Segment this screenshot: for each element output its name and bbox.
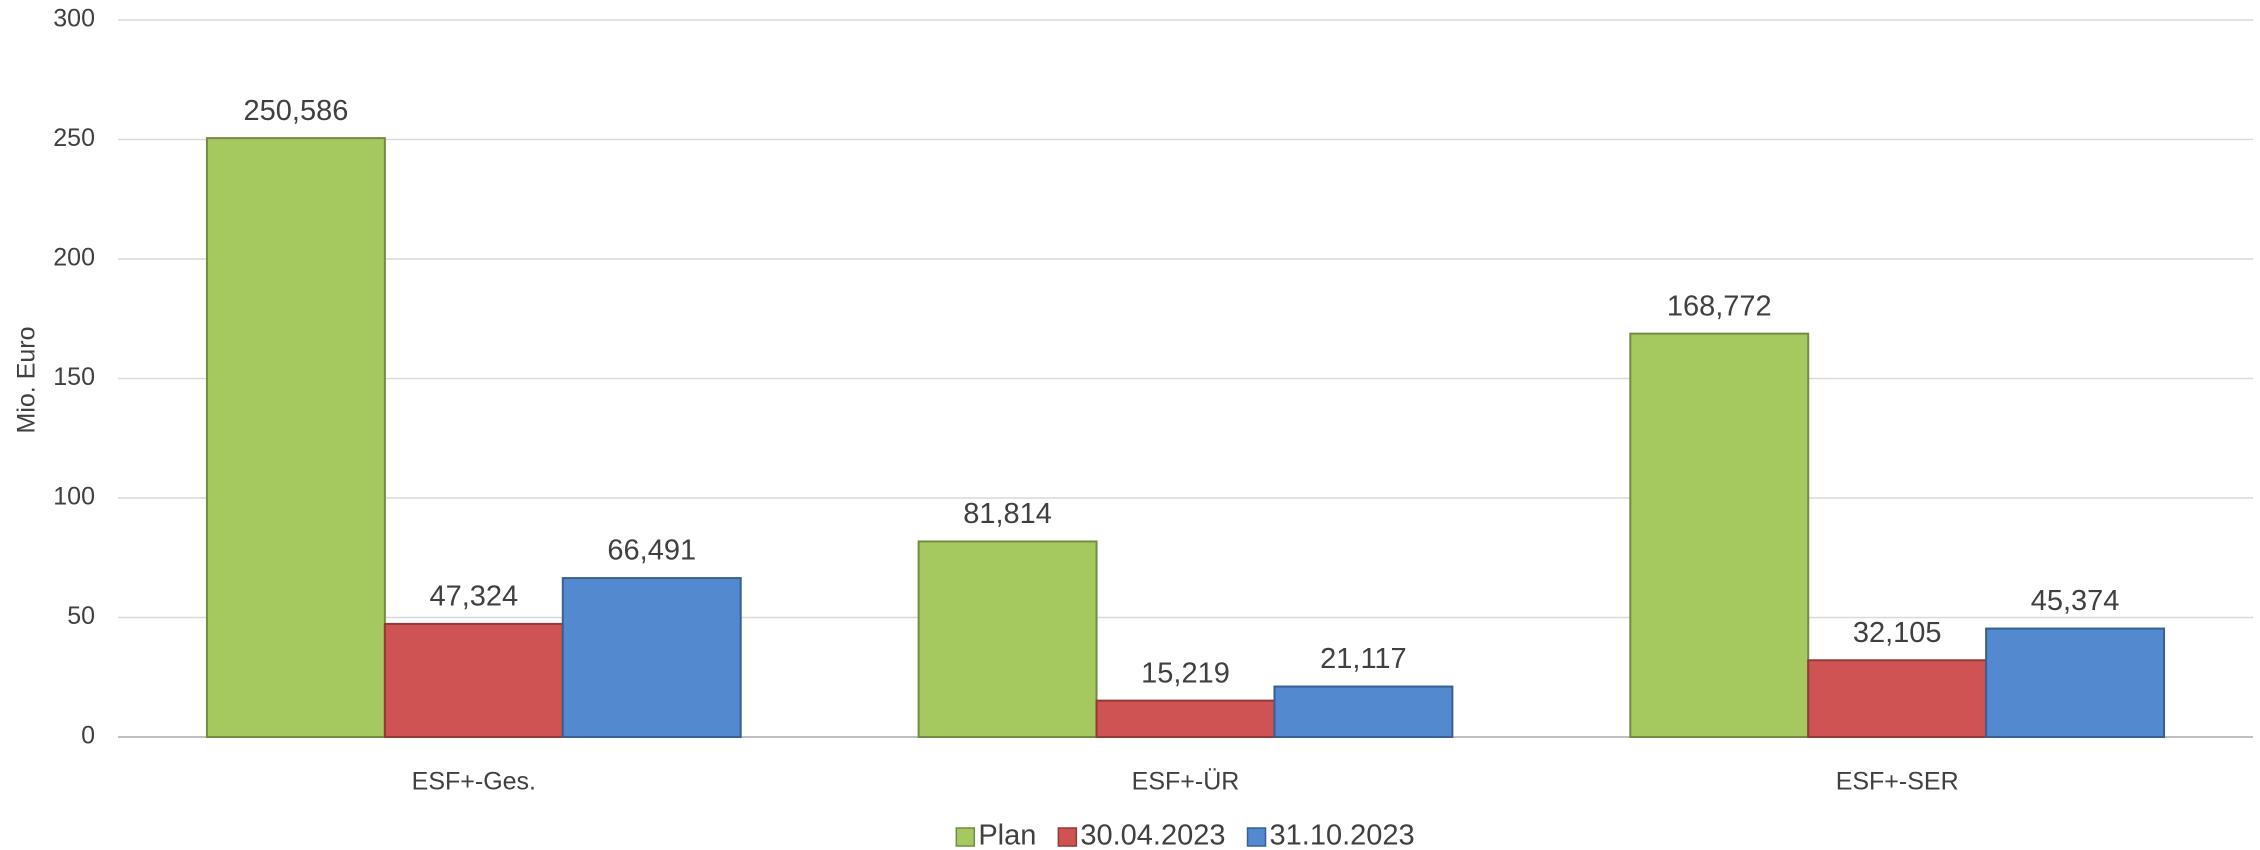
bar [1629, 332, 1810, 738]
y-axis-title: Mio. Euro [13, 327, 41, 434]
bar [561, 577, 742, 738]
bar [205, 137, 386, 738]
bar [1807, 659, 1988, 738]
y-tick-label: 300 [53, 5, 95, 33]
data-label: 21,117 [1320, 643, 1407, 675]
x-tick-label: ESF+-ÜR [1132, 768, 1240, 796]
data-label: 15,219 [1141, 657, 1230, 689]
data-label: 250,586 [244, 95, 349, 127]
x-tick-label: ESF+-SER [1836, 768, 1959, 796]
y-tick-label: 150 [53, 363, 95, 391]
data-label: 47,324 [429, 581, 518, 613]
legend-label: Plan [978, 820, 1036, 850]
legend-swatch [1246, 827, 1267, 847]
data-label: 32,105 [1853, 617, 1942, 649]
bar [383, 622, 564, 738]
y-tick-label: 50 [67, 602, 95, 630]
data-label: 81,814 [963, 498, 1052, 530]
legend-label: 31.10.2023 [1270, 820, 1415, 850]
data-label: 66,491 [607, 535, 696, 567]
y-tick-label: 0 [81, 722, 95, 750]
legend-label: 30.04.2023 [1080, 820, 1225, 850]
bar [1985, 627, 2166, 739]
x-tick-label: ESF+-Ges. [412, 768, 536, 796]
legend-swatch [955, 827, 976, 847]
bar [917, 540, 1098, 738]
data-label: 45,374 [2031, 585, 2120, 617]
y-tick-label: 200 [53, 244, 95, 272]
y-tick-label: 250 [53, 124, 95, 152]
y-tick-label: 100 [53, 483, 95, 511]
bar [1095, 699, 1276, 738]
legend-swatch [1057, 827, 1078, 847]
data-label: 168,772 [1667, 290, 1772, 322]
bar [1273, 685, 1454, 739]
